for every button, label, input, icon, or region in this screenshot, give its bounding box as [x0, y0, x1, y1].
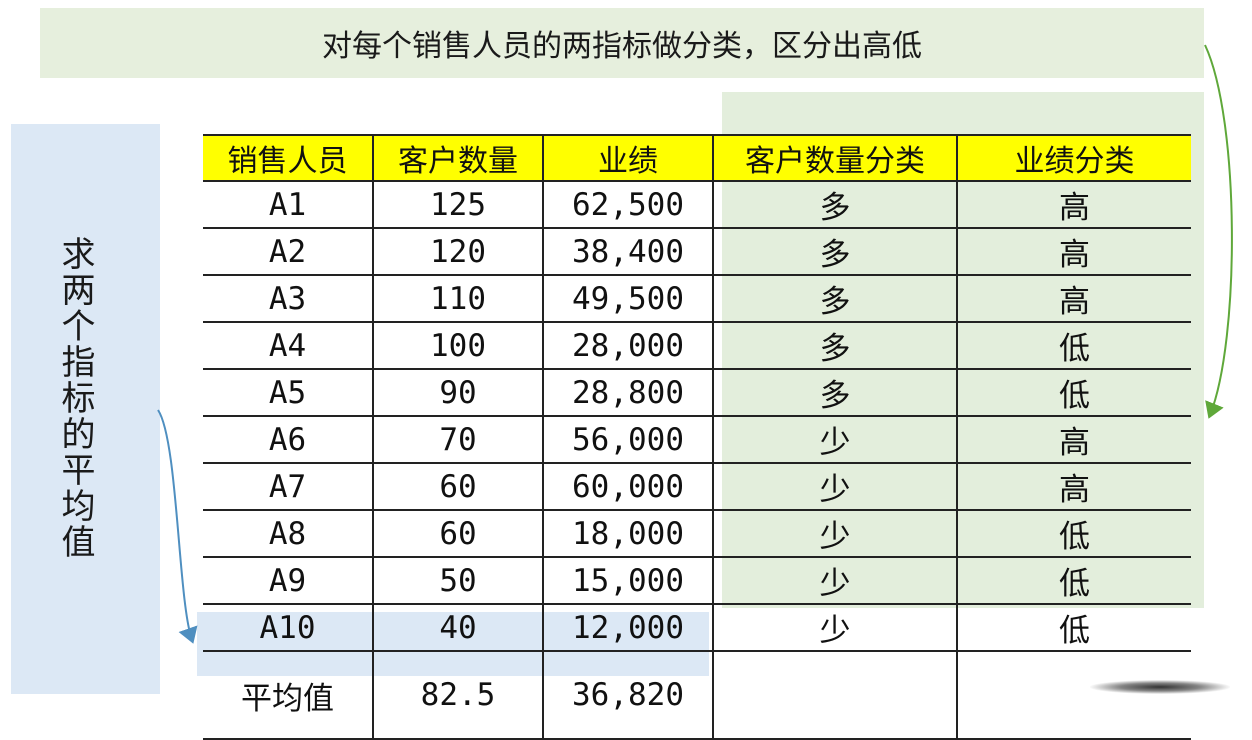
- performance-cell: 60,000: [543, 463, 714, 511]
- performance-cell: 15,000: [543, 557, 714, 605]
- header-salesperson: 销售人员: [203, 134, 374, 182]
- salesperson-cell: A8: [203, 510, 374, 558]
- customer-count-cell: 70: [373, 416, 544, 464]
- side-note-text: 求两个指标的平均值: [55, 236, 95, 560]
- customer-class-cell: 少: [713, 416, 958, 464]
- customer-class-cell: 少: [713, 604, 958, 652]
- performance-cell: 56,000: [543, 416, 714, 464]
- customer-count-cell: 50: [373, 557, 544, 605]
- performance-class-cell: 高: [957, 228, 1191, 276]
- performance-cell: 28,800: [543, 369, 714, 417]
- performance-class-cell: 高: [957, 416, 1191, 464]
- salesperson-cell: A1: [203, 181, 374, 229]
- sales-table: 销售人员 客户数量 业绩 客户数量分类 业绩分类 A1 125 62,500 多高 A2…: [203, 134, 1191, 740]
- customer-class-cell: 少: [713, 510, 958, 558]
- table-row: A9 50 15,000 少低: [203, 557, 1191, 605]
- customer-count-cell: 90: [373, 369, 544, 417]
- salesperson-cell: A6: [203, 416, 374, 464]
- customer-count-cell: 40: [373, 604, 544, 652]
- bottom-smudge: [1090, 680, 1230, 694]
- header-performance-class: 业绩分类: [957, 134, 1191, 182]
- performance-cell: 38,400: [543, 228, 714, 276]
- performance-cell: 28,000: [543, 322, 714, 370]
- salesperson-cell: A10: [203, 604, 374, 652]
- header-performance: 业绩: [543, 134, 714, 182]
- salesperson-cell: A3: [203, 275, 374, 323]
- customer-count-cell: 110: [373, 275, 544, 323]
- salesperson-cell: A5: [203, 369, 374, 417]
- customer-count-cell: 60: [373, 510, 544, 558]
- side-note-panel: [11, 124, 160, 694]
- table-row: A5 90 28,800 多低: [203, 369, 1191, 417]
- arrows-layer: [157, 44, 1233, 644]
- title-banner: 对每个销售人员的两指标做分类，区分出高低: [40, 8, 1204, 78]
- customer-class-cell: 多: [713, 228, 958, 276]
- performance-cell: 62,500: [543, 181, 714, 229]
- performance-class-cell: 低: [957, 604, 1191, 652]
- performance-class-cell: 低: [957, 557, 1191, 605]
- table-row: A7 60 60,000 少高: [203, 463, 1191, 511]
- header-customer-class: 客户数量分类: [713, 134, 958, 182]
- header-row: 销售人员 客户数量 业绩 客户数量分类 业绩分类: [203, 134, 1191, 182]
- header-customer-count: 客户数量: [373, 134, 544, 182]
- green-arrow: [1204, 44, 1233, 419]
- salesperson-cell: A4: [203, 322, 374, 370]
- table-row: A10 40 12,000 少低: [203, 604, 1191, 652]
- salesperson-cell: A2: [203, 228, 374, 276]
- customer-class-cell: 多: [713, 275, 958, 323]
- salesperson-cell: A9: [203, 557, 374, 605]
- table-row: A3 110 49,500 多高: [203, 275, 1191, 323]
- title-text: 对每个销售人员的两指标做分类，区分出高低: [322, 29, 922, 64]
- customer-class-cell: 少: [713, 557, 958, 605]
- performance-class-cell: 高: [957, 181, 1191, 229]
- performance-class-cell: 低: [957, 322, 1191, 370]
- customer-class-cell: 多: [713, 322, 958, 370]
- table-row: A4 100 28,000 多低: [203, 322, 1191, 370]
- customer-class-cell: 少: [713, 463, 958, 511]
- salesperson-cell: A7: [203, 463, 374, 511]
- performance-class-cell: 高: [957, 275, 1191, 323]
- customer-count-cell: 100: [373, 322, 544, 370]
- table-row: A8 60 18,000 少低: [203, 510, 1191, 558]
- performance-cell: 12,000: [543, 604, 714, 652]
- customer-count-cell: 120: [373, 228, 544, 276]
- performance-class-cell: 高: [957, 463, 1191, 511]
- performance-cell: 49,500: [543, 275, 714, 323]
- table-row: A2 120 38,400 多高: [203, 228, 1191, 276]
- performance-class-cell: 低: [957, 369, 1191, 417]
- performance-cell: 18,000: [543, 510, 714, 558]
- table-row: A1 125 62,500 多高: [203, 181, 1191, 229]
- customer-count-cell: 60: [373, 463, 544, 511]
- customer-class-cell: 多: [713, 181, 958, 229]
- blue-arrow: [157, 409, 198, 644]
- table-row: A6 70 56,000 少高: [203, 416, 1191, 464]
- customer-class-cell: 多: [713, 369, 958, 417]
- performance-class-cell: 低: [957, 510, 1191, 558]
- customer-count-cell: 125: [373, 181, 544, 229]
